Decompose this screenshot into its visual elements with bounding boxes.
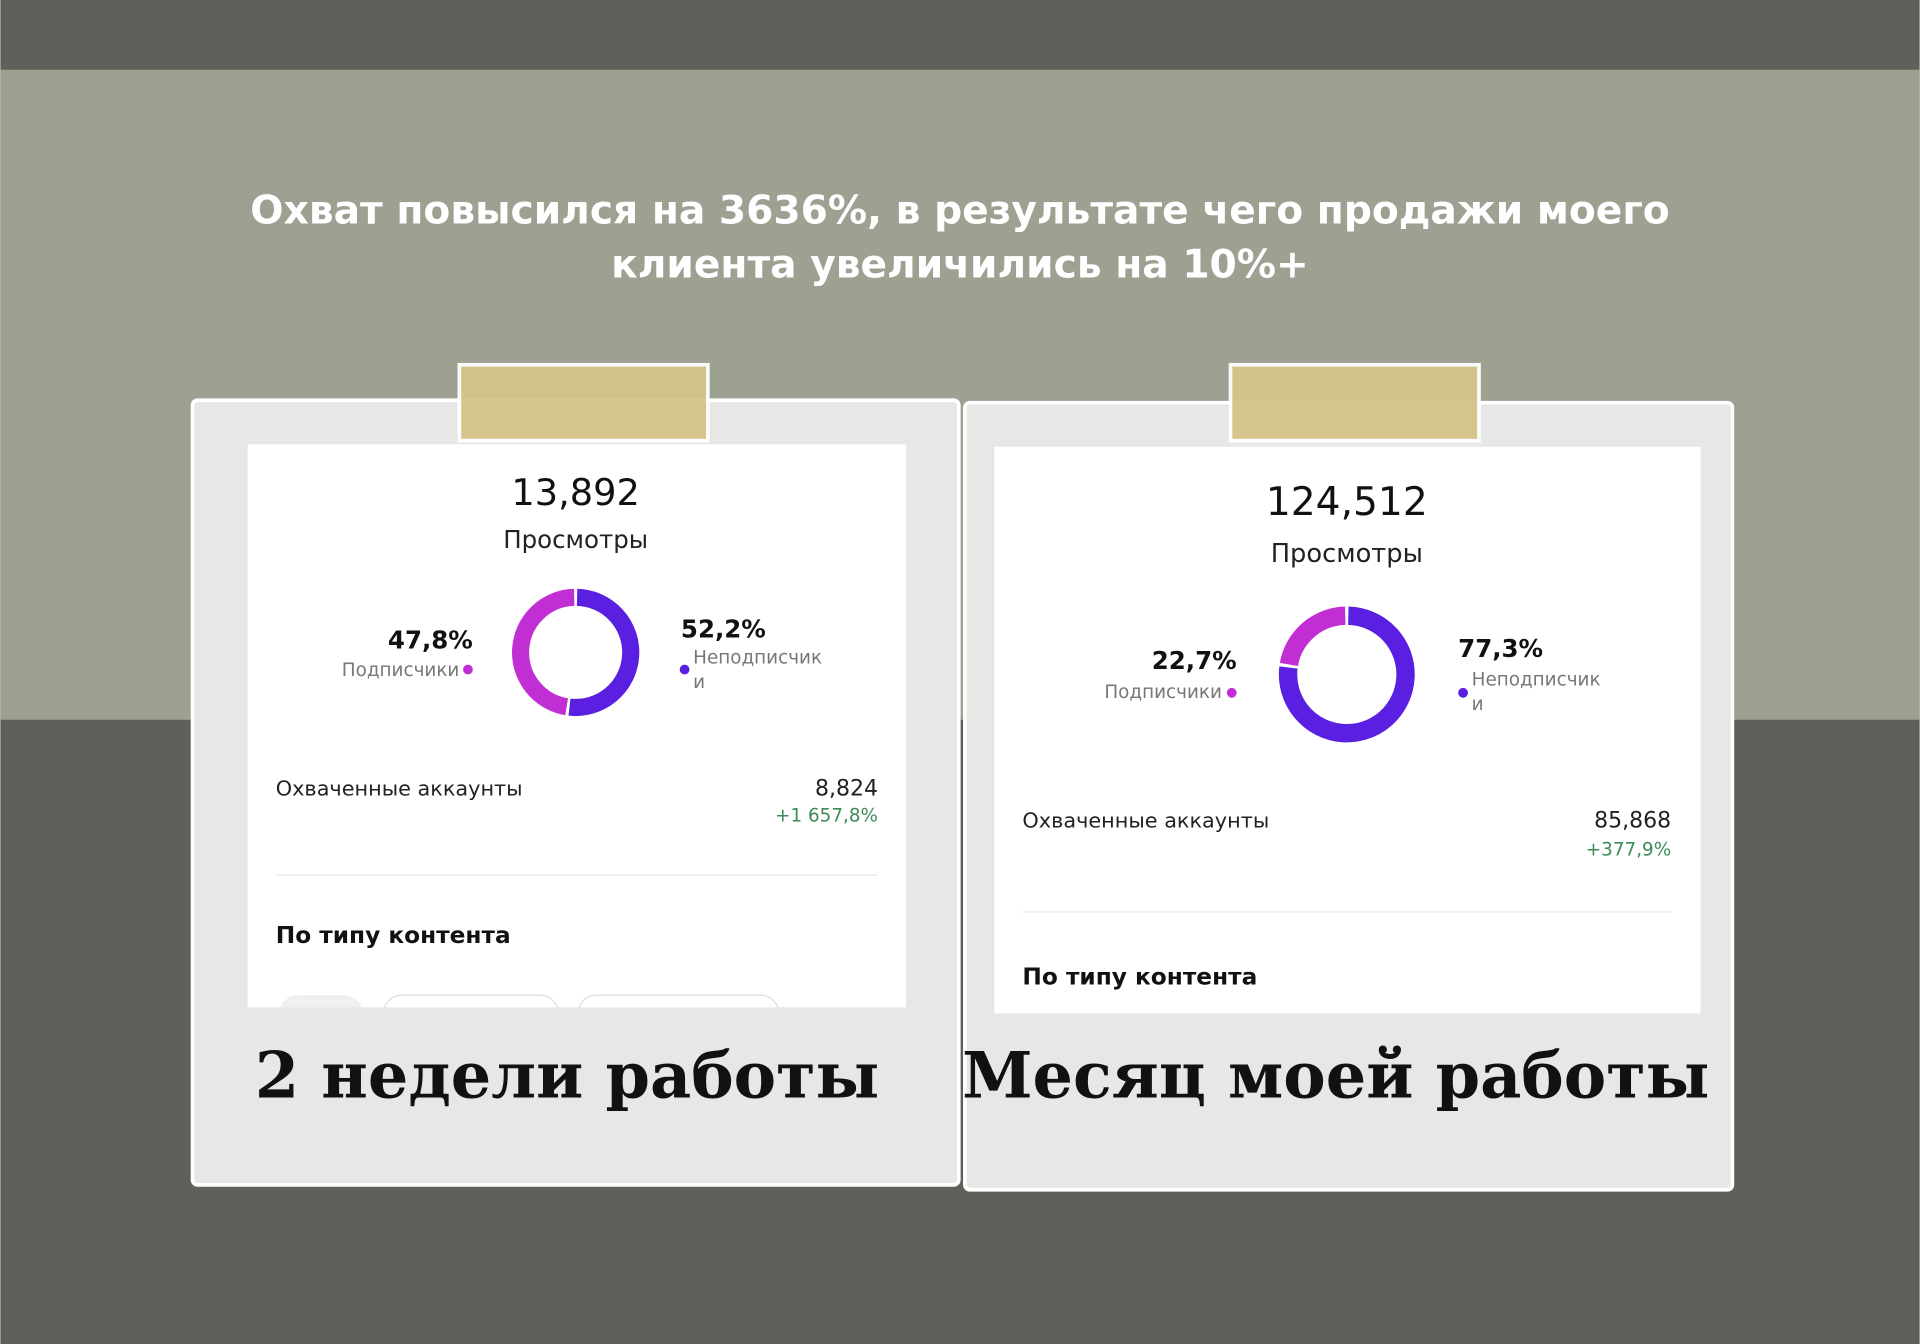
legend-name: Подписчики (1104, 682, 1222, 703)
section-title: По типу контента (1022, 964, 1257, 991)
legend-dot (1226, 687, 1237, 698)
tape (1228, 362, 1481, 443)
title-line: клиента увеличились на 10%+ (611, 242, 1309, 287)
legend-dot (1458, 687, 1468, 698)
title-line: Охват повысился на 3636%, в результате ч… (250, 188, 1669, 233)
caption: Месяц моей работы (962, 1038, 1709, 1113)
legend-dot (463, 664, 473, 675)
section-title: По типу контента (276, 922, 511, 949)
legend-name: Подписчики (342, 660, 460, 681)
screenshot (247, 444, 907, 1008)
frame-cover (247, 1007, 907, 1038)
legend-dot (679, 664, 690, 675)
reached-change: +377,9% (1586, 840, 1671, 861)
legend-name: Неподписчик и (1472, 670, 1601, 715)
reached-value: 8,824 (815, 777, 878, 802)
share-label: 22,7% (1152, 646, 1237, 675)
views-label: Просмотры (503, 525, 648, 554)
views: 13,892 (511, 471, 639, 514)
caption: 2 недели работы (255, 1038, 880, 1113)
reached-label: Охваченные аккаунты (276, 777, 523, 801)
legend-name: Неподписчик и (693, 648, 822, 693)
donut-segment (512, 588, 575, 716)
share-label: 77,3% (1458, 634, 1543, 663)
tape (457, 362, 710, 443)
views: 124,512 (1266, 480, 1428, 525)
views-label: Просмотры (1271, 539, 1423, 569)
donut-segment (1278, 606, 1415, 743)
share-label: 52,2% (681, 614, 766, 643)
reached-value: 85,868 (1594, 808, 1671, 833)
share-label: 47,8% (388, 625, 473, 654)
donut-segment (1279, 606, 1346, 667)
reached-change: +1 657,8% (775, 805, 878, 826)
donut-segment (568, 588, 640, 717)
reached-label: Охваченные аккаунты (1022, 808, 1269, 832)
